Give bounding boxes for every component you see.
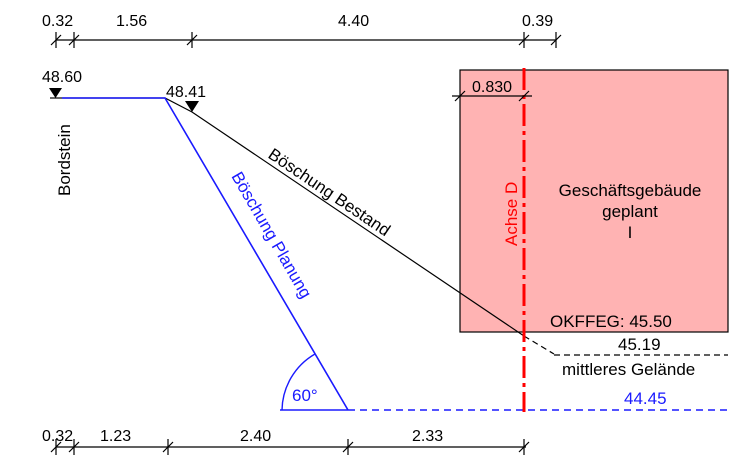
mean-terrain: 45.19 mittleres Gelände <box>554 335 728 379</box>
curb-label: Bordstein <box>55 124 74 196</box>
building-status: geplant <box>602 202 658 221</box>
building-name: Geschäftsgebäude <box>559 181 702 200</box>
okffeg-level: OKFFEG: 45.50 <box>550 312 672 331</box>
building-offset: 0.830 <box>472 79 512 96</box>
axis-label: Achse D <box>502 182 521 246</box>
top-dim-4: 0.39 <box>522 13 553 30</box>
curb-level: 48.60 <box>42 69 82 86</box>
angle-arc <box>281 353 316 411</box>
top-dim-1: 0.32 <box>42 13 73 30</box>
curb-level-marker-icon <box>49 88 62 98</box>
bottom-dimension-chain: 0.32 1.23 2.40 2.33 <box>42 428 530 455</box>
curb: 48.60 Bordstein <box>42 69 82 196</box>
existing-slope-label: Böschung Bestand <box>265 145 394 241</box>
bottom-level: 44.45 <box>624 389 667 408</box>
building-labels: Geschäftsgebäude geplant I OKFFEG: 45.50 <box>550 181 701 331</box>
top-dim-2: 1.56 <box>116 13 147 30</box>
top-dim-3: 4.40 <box>338 13 369 30</box>
bottom-dim-4: 2.33 <box>412 428 443 445</box>
planned-slope-label: Böschung Planung <box>228 169 316 302</box>
angle-label: 60° <box>292 386 318 405</box>
axis-d: Achse D <box>502 68 526 412</box>
bottom-dim-1: 0.32 <box>42 428 73 445</box>
top-dimension-chain: 0.32 1.56 4.40 0.39 <box>42 13 562 48</box>
slope-top-level-marker-icon <box>185 101 199 112</box>
building-rect <box>459 69 729 333</box>
building-storeys: I <box>628 223 633 242</box>
mean-terrain-label: mittleres Gelände <box>562 360 695 379</box>
slope-top-level: 48.41 <box>166 84 206 101</box>
bottom-dim-2: 1.23 <box>100 428 131 445</box>
mean-terrain-level: 45.19 <box>618 335 661 354</box>
building-offset-dimension: 0.830 <box>452 79 532 102</box>
bottom-dim-3: 2.40 <box>240 428 271 445</box>
